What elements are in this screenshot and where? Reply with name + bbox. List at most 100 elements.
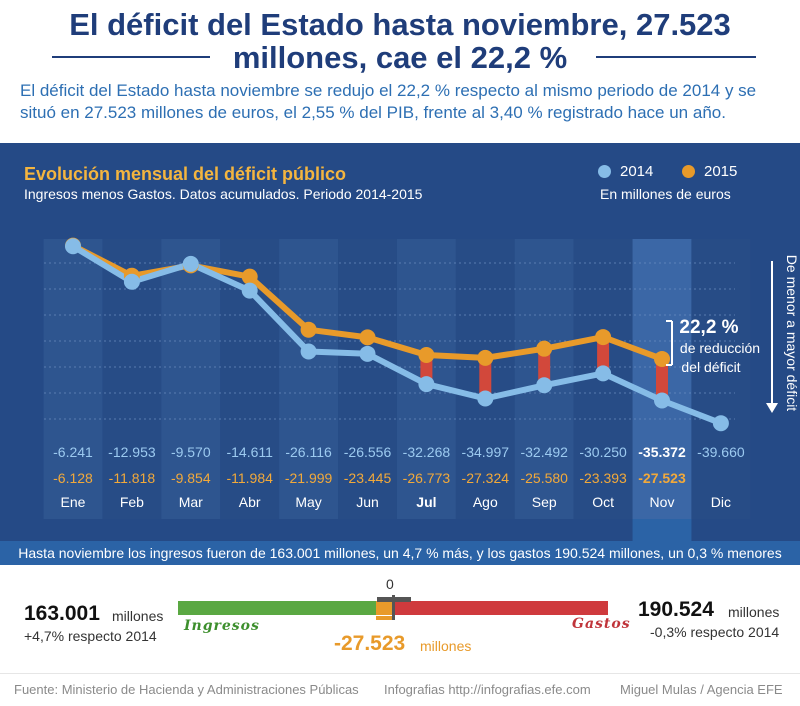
- column-band: [338, 239, 397, 519]
- point-2014: [123, 273, 140, 290]
- month-label: May: [295, 494, 321, 510]
- point-2015: [418, 346, 435, 363]
- value-label-2015: -9.854: [171, 470, 211, 486]
- value-label-2015: -27.523: [638, 470, 686, 486]
- footer-credit: Miguel Mulas / Agencia EFE: [620, 682, 783, 697]
- value-label-2015: -11.818: [109, 470, 156, 486]
- page-title: El déficit del Estado hasta noviembre, 2…: [0, 8, 800, 74]
- reduction-bar: [597, 337, 610, 374]
- point-2015: [477, 349, 494, 366]
- axis-note: De menor a mayor déficit: [784, 255, 800, 412]
- expense-bar-label: Gastos: [572, 616, 631, 632]
- month-label: Ene: [61, 494, 86, 510]
- value-label-2014: -6.241: [53, 444, 93, 460]
- value-label-2014: -32.492: [520, 444, 568, 460]
- point-2015: [536, 340, 553, 357]
- point-2014: [712, 415, 729, 432]
- title-rule-left: [52, 56, 210, 58]
- value-label-2014: -34.997: [462, 444, 510, 460]
- legend-2015-label: 2015: [704, 163, 738, 180]
- column-band: [43, 239, 103, 519]
- value-label-2014: -12.953: [108, 444, 156, 460]
- month-label: Abr: [239, 494, 261, 510]
- point-2014: [654, 392, 670, 409]
- month-label: Dic: [711, 494, 731, 510]
- point-2014: [182, 255, 199, 272]
- footer-source: Fuente: Ministerio de Hacienda y Adminis…: [14, 682, 359, 697]
- point-2015: [595, 329, 612, 346]
- point-2014: [477, 390, 494, 407]
- value-label-2015: -21.999: [285, 470, 333, 486]
- expense-bar: [392, 601, 608, 615]
- value-label-2014: -26.556: [344, 444, 392, 460]
- title-line-1: El déficit del Estado hasta noviembre, 2…: [69, 7, 731, 42]
- zero-label: 0: [386, 576, 394, 592]
- deficit-value: -27.523: [334, 632, 406, 655]
- month-label: Oct: [592, 494, 614, 510]
- legend-2014-marker: [598, 165, 611, 178]
- value-label-2014: -35.372: [638, 444, 686, 460]
- value-label-2015: -23.393: [579, 470, 627, 486]
- value-label-2014: -30.250: [579, 444, 627, 460]
- point-2014: [65, 238, 81, 255]
- highlight-tab: [632, 519, 692, 541]
- point-2014: [536, 377, 553, 394]
- value-label-2015: -6.128: [53, 470, 93, 486]
- footer: [0, 673, 800, 706]
- value-label-2014: -32.268: [403, 444, 451, 460]
- expense-change: -0,3% respecto 2014: [650, 624, 780, 640]
- summary-bar: [0, 541, 800, 565]
- summary-text: Hasta noviembre los ingresos fueron de 1…: [18, 545, 782, 561]
- month-label: Feb: [120, 494, 144, 510]
- balance-section: [0, 565, 800, 673]
- legend-2014-label: 2014: [620, 163, 654, 180]
- value-label-2015: -26.773: [403, 470, 451, 486]
- column-band: [279, 239, 339, 519]
- income-bar: [178, 601, 376, 615]
- chart-subtitle: Ingresos menos Gastos. Datos acumulados.…: [24, 186, 423, 202]
- intro-line-2: situó en 27.523 millones de euros, el 2,…: [20, 103, 726, 122]
- month-label: Nov: [650, 494, 675, 510]
- column-band: [161, 239, 221, 519]
- month-label: Sep: [532, 494, 557, 510]
- month-label: Mar: [179, 494, 203, 510]
- expense-unit: millones: [728, 604, 780, 620]
- point-2015: [359, 329, 376, 346]
- point-2014: [595, 365, 612, 382]
- point-2014: [359, 345, 376, 362]
- line-2014: [70, 243, 724, 427]
- intro-line-1: El déficit del Estado hasta noviembre se…: [20, 81, 757, 100]
- zero-marker: [376, 595, 411, 620]
- income-change: +4,7% respecto 2014: [24, 628, 157, 644]
- reduction-bar: [538, 348, 551, 386]
- reduction-bar: [479, 357, 492, 399]
- value-label-2015: -27.324: [462, 470, 510, 486]
- value-label-2014: -26.116: [285, 444, 332, 460]
- point-2015: [300, 321, 317, 338]
- chart-title: Evolución mensual del déficit público: [24, 164, 347, 184]
- month-label: Jun: [356, 494, 379, 510]
- value-label-2014: -9.570: [171, 444, 211, 460]
- value-label-2015: -23.445: [344, 470, 392, 486]
- value-label-2014: -14.611: [226, 444, 273, 460]
- deficit-bar: [376, 601, 392, 615]
- title-line-2: millones, cae el 22,2 %: [232, 40, 568, 75]
- point-2015: [241, 268, 258, 285]
- footer-infographics: Infografias http://infografias.efe.com: [384, 682, 591, 697]
- point-2014: [300, 343, 317, 360]
- column-band: [691, 239, 751, 519]
- value-label-2014: -39.660: [697, 444, 745, 460]
- deficit-unit: millones: [420, 638, 472, 654]
- value-label-2015: -11.984: [226, 470, 273, 486]
- expense-value: 190.524: [638, 598, 714, 621]
- income-value: 163.001: [24, 602, 100, 625]
- annotation-value: 22,2 %: [679, 317, 738, 338]
- value-label-2015: -25.580: [520, 470, 568, 486]
- axis-arrow-head: [766, 403, 778, 413]
- month-label: Ago: [473, 494, 498, 510]
- income-unit: millones: [112, 608, 164, 624]
- legend-2015-marker: [682, 165, 695, 178]
- deficit-line-chart: -6.241 -6.128 Ene -12.953 -11.818 Feb -9.570 -9…: [43, 237, 800, 541]
- point-2015: [654, 350, 670, 367]
- point-2014: [241, 282, 258, 299]
